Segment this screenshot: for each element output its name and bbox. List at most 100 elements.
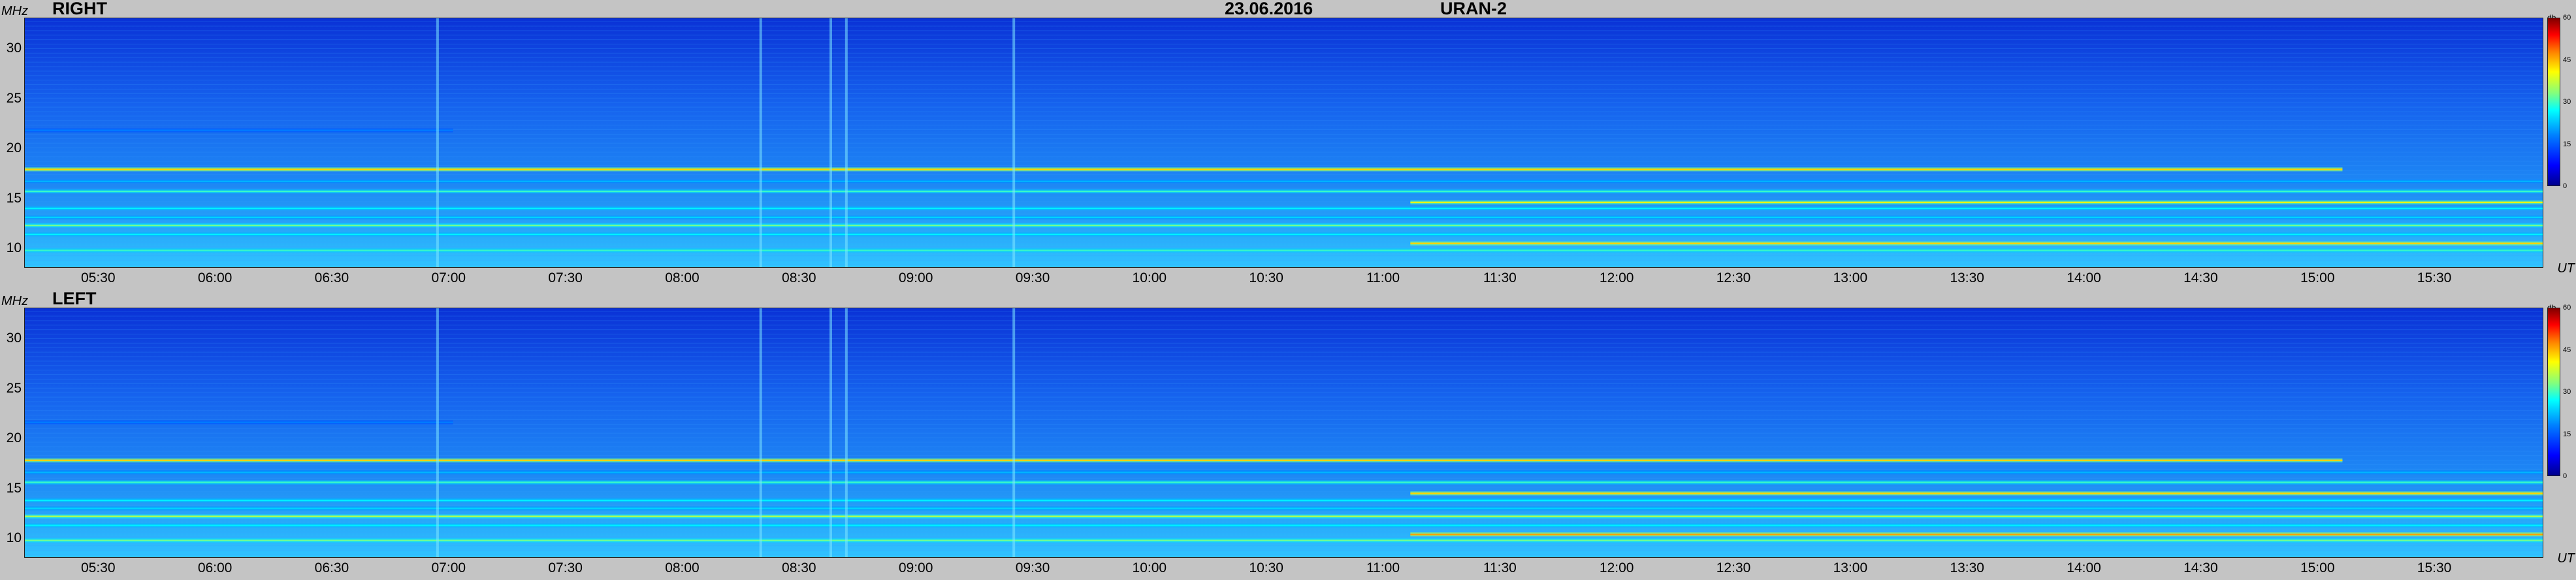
noise-line	[25, 396, 2543, 398]
noise-line	[25, 165, 2543, 167]
emission-band	[25, 515, 2543, 517]
noise-line	[25, 523, 2543, 524]
x-tick-label: 05:30	[80, 270, 116, 285]
spectrogram-panel-right: MHz RIGHT 23.06.2016 URAN-2 10 15 20 25 30 0…	[1, 0, 2575, 285]
noise-line	[25, 410, 2543, 411]
noise-line	[25, 84, 2543, 86]
noise-line	[25, 201, 2543, 202]
noise-line	[25, 152, 2543, 153]
noise-line	[25, 174, 2543, 175]
y-tick-label: 25	[6, 380, 22, 396]
x-tick-label: 06:30	[314, 560, 349, 575]
x-tick-label: 06:00	[197, 560, 233, 575]
emission-band	[25, 499, 2543, 502]
x-tick-label: 09:30	[1015, 270, 1050, 285]
noise-line	[25, 30, 2543, 31]
emission-band	[25, 129, 453, 131]
x-tick-label: 14:30	[2183, 270, 2218, 285]
noise-line	[25, 97, 2543, 99]
noise-line	[25, 432, 2543, 434]
noise-line	[25, 428, 2543, 429]
noise-line	[25, 446, 2543, 447]
noise-line	[25, 259, 2543, 261]
x-tick-label: 08:30	[782, 270, 816, 285]
x-tick-label: 09:00	[898, 560, 933, 575]
emission-band	[1410, 242, 2543, 244]
x-tick-label: 14:00	[2067, 560, 2101, 575]
colorbar	[2547, 308, 2560, 476]
emission-band	[25, 459, 2343, 462]
spectrogram-svg	[25, 308, 2543, 557]
frequency-unit-label: MHz	[1, 4, 29, 18]
y-tick-label: 15	[6, 480, 22, 496]
colorbar-tick-label: 15	[2563, 140, 2571, 148]
noise-line	[25, 246, 2543, 248]
x-tick-label: 07:00	[431, 270, 466, 285]
x-tick-label: 09:00	[898, 270, 933, 285]
y-tick-label: 10	[6, 530, 22, 546]
noise-line	[25, 383, 2543, 384]
noise-line	[25, 129, 2543, 131]
x-tick-label: 05:30	[80, 560, 116, 575]
noise-line	[25, 338, 2543, 339]
colorbar-tick-label: 0	[2563, 472, 2568, 480]
x-tick-label: 13:30	[1950, 270, 1984, 285]
emission-band	[25, 250, 2543, 251]
emission-band	[25, 421, 453, 423]
x-tick-label: 15:00	[2300, 270, 2335, 285]
x-tick-label: 08:30	[782, 560, 816, 575]
colorbar-tick-label: 30	[2563, 388, 2571, 396]
y-tick-label: 30	[6, 330, 22, 346]
noise-line	[25, 156, 2543, 157]
colorbar	[2547, 18, 2560, 186]
x-tick-label: 11:30	[1483, 560, 1517, 575]
noise-line	[25, 25, 2543, 27]
x-tick-label: 06:00	[197, 270, 233, 285]
polarization-title: RIGHT	[52, 0, 107, 18]
emission-band	[25, 190, 2543, 193]
noise-line	[25, 215, 2543, 216]
noise-line	[25, 442, 2543, 443]
emission-band	[25, 169, 2343, 170]
noise-line	[25, 57, 2543, 58]
x-tick-label: 08:00	[665, 270, 700, 285]
burst-line	[759, 18, 762, 267]
emission-band	[25, 524, 2543, 526]
burst-line	[436, 308, 439, 557]
noise-line	[25, 468, 2543, 470]
noise-line	[25, 513, 2543, 515]
emission-band	[25, 216, 2543, 219]
noise-line	[25, 106, 2543, 108]
noise-line	[25, 351, 2543, 353]
colorbar-tick-label: 0	[2563, 182, 2568, 190]
noise-line	[25, 387, 2543, 389]
y-tick-label: 25	[6, 90, 22, 106]
x-tick-label: 10:00	[1132, 270, 1167, 285]
x-tick-label: 07:00	[431, 560, 466, 575]
time-unit-label: UT	[2557, 551, 2575, 566]
emission-band	[25, 224, 2543, 227]
noise-line	[25, 138, 2543, 139]
x-tick-label: 15:00	[2300, 560, 2335, 575]
noise-line	[25, 61, 2543, 63]
emission-band	[1410, 492, 2543, 494]
x-tick-label: 07:30	[548, 560, 583, 575]
x-tick-label: 14:00	[2067, 270, 2101, 285]
x-tick-label: 10:30	[1249, 560, 1283, 575]
colorbar-tick-label: 15	[2563, 430, 2571, 438]
x-tick-label: 11:00	[1366, 270, 1400, 285]
noise-line	[25, 255, 2543, 257]
emission-band	[1410, 201, 2543, 204]
emission-band	[1410, 534, 2543, 536]
x-tick-label: 12:30	[1716, 270, 1751, 285]
noise-line	[25, 315, 2543, 317]
colorbar-tick-label: 30	[2563, 98, 2571, 106]
noise-line	[25, 464, 2543, 465]
colorbar-tick-label: 45	[2563, 346, 2571, 354]
spectrogram-panel-left: MHz LEFT 10 15 20 25 30 05:30 06:00 06:30 07:00…	[0, 289, 2576, 580]
emission-band	[25, 207, 2543, 210]
x-tick-label: 13:00	[1833, 560, 1868, 575]
frequency-unit-label: MHz	[1, 294, 29, 308]
noise-line	[25, 536, 2543, 538]
noise-line	[25, 75, 2543, 76]
